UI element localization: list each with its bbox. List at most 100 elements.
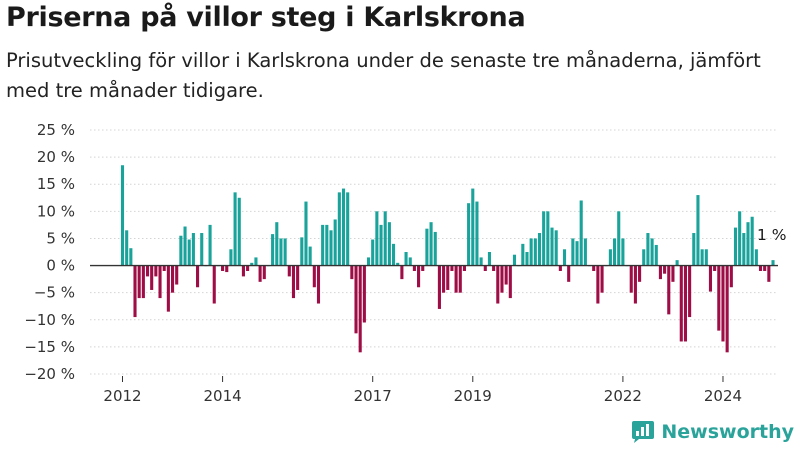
bar xyxy=(475,201,479,266)
bar xyxy=(525,252,529,266)
bar xyxy=(746,222,750,266)
bar xyxy=(291,265,296,299)
y-tick-label: −20 % xyxy=(24,365,75,383)
bar xyxy=(558,265,562,271)
bar xyxy=(546,211,550,266)
bar xyxy=(262,265,266,280)
bar xyxy=(733,227,738,266)
bar xyxy=(120,165,125,266)
y-tick-label: −5 % xyxy=(34,284,75,302)
bar xyxy=(562,249,567,266)
bar xyxy=(492,265,496,271)
bar xyxy=(392,243,396,266)
bar xyxy=(246,265,250,271)
bar xyxy=(725,265,729,353)
bar xyxy=(496,265,500,304)
bar xyxy=(600,265,604,293)
bar xyxy=(717,265,721,331)
bar xyxy=(271,234,275,266)
bar xyxy=(542,211,546,266)
bar xyxy=(462,265,466,271)
bar xyxy=(358,265,362,353)
bar xyxy=(366,257,371,266)
bar xyxy=(529,238,533,266)
bar xyxy=(141,265,145,299)
bar xyxy=(145,265,150,277)
bar xyxy=(421,265,425,271)
bar xyxy=(316,265,321,304)
x-tick-label: 2022 xyxy=(604,387,642,405)
bar xyxy=(608,249,612,266)
bar xyxy=(467,203,471,266)
bar xyxy=(212,265,216,304)
bar xyxy=(613,238,617,266)
y-tick-label: −10 % xyxy=(24,311,75,329)
chart-subtitle: Prisutveckling för villor i Karlskrona u… xyxy=(6,49,761,102)
bar xyxy=(679,265,683,342)
y-tick-label: 0 % xyxy=(46,257,75,275)
bar xyxy=(500,265,504,293)
y-tick-label: 15 % xyxy=(37,175,75,193)
x-tick-label: 2014 xyxy=(203,387,241,405)
bar xyxy=(688,265,692,318)
bar xyxy=(763,265,767,271)
bar xyxy=(533,238,537,266)
bar xyxy=(129,248,133,266)
bar xyxy=(575,241,579,266)
bar xyxy=(713,265,717,271)
y-tick-label: 20 % xyxy=(37,148,75,166)
bar xyxy=(750,216,754,266)
bar xyxy=(758,265,763,271)
bar xyxy=(387,222,391,266)
bar xyxy=(450,265,454,271)
bar xyxy=(642,249,646,266)
bar xyxy=(554,230,558,266)
bar xyxy=(767,265,771,282)
bar xyxy=(771,260,775,266)
chart-title: Priserna på villor steg i Karlskrona xyxy=(6,2,526,33)
bar xyxy=(371,239,375,266)
bar xyxy=(617,211,621,266)
bar xyxy=(675,260,679,266)
bar xyxy=(742,233,746,266)
y-tick-label: 10 % xyxy=(37,202,75,220)
bar xyxy=(354,265,358,334)
bar xyxy=(229,249,233,266)
bar xyxy=(512,254,517,266)
brand-name: Newsworthy xyxy=(661,421,794,443)
bar xyxy=(683,265,687,342)
bar xyxy=(166,265,170,312)
bar xyxy=(287,265,291,277)
y-tick-label: −15 % xyxy=(24,338,75,356)
bar xyxy=(379,224,383,266)
bar xyxy=(596,265,600,304)
bar xyxy=(425,228,429,266)
bar xyxy=(337,192,341,266)
bar xyxy=(663,265,667,274)
bar xyxy=(550,227,554,266)
bar xyxy=(633,265,637,304)
bar xyxy=(250,262,254,266)
bar xyxy=(341,188,346,266)
bar xyxy=(300,237,304,266)
bar xyxy=(158,265,162,299)
bar xyxy=(700,249,704,266)
bar xyxy=(483,265,487,271)
bar xyxy=(308,246,312,266)
bar xyxy=(175,265,179,285)
bar xyxy=(196,265,200,288)
bar xyxy=(325,224,329,266)
bar xyxy=(721,265,725,342)
bar xyxy=(658,265,662,280)
bar xyxy=(321,224,325,266)
y-tick-label: 25 % xyxy=(37,121,75,139)
bar xyxy=(704,249,708,266)
newsworthy-chart-icon xyxy=(632,421,655,443)
bar xyxy=(312,265,316,288)
bar xyxy=(208,224,212,266)
bar xyxy=(621,238,625,266)
bar xyxy=(221,265,225,271)
bar xyxy=(279,238,283,266)
bar xyxy=(258,265,262,282)
bar xyxy=(241,265,245,277)
